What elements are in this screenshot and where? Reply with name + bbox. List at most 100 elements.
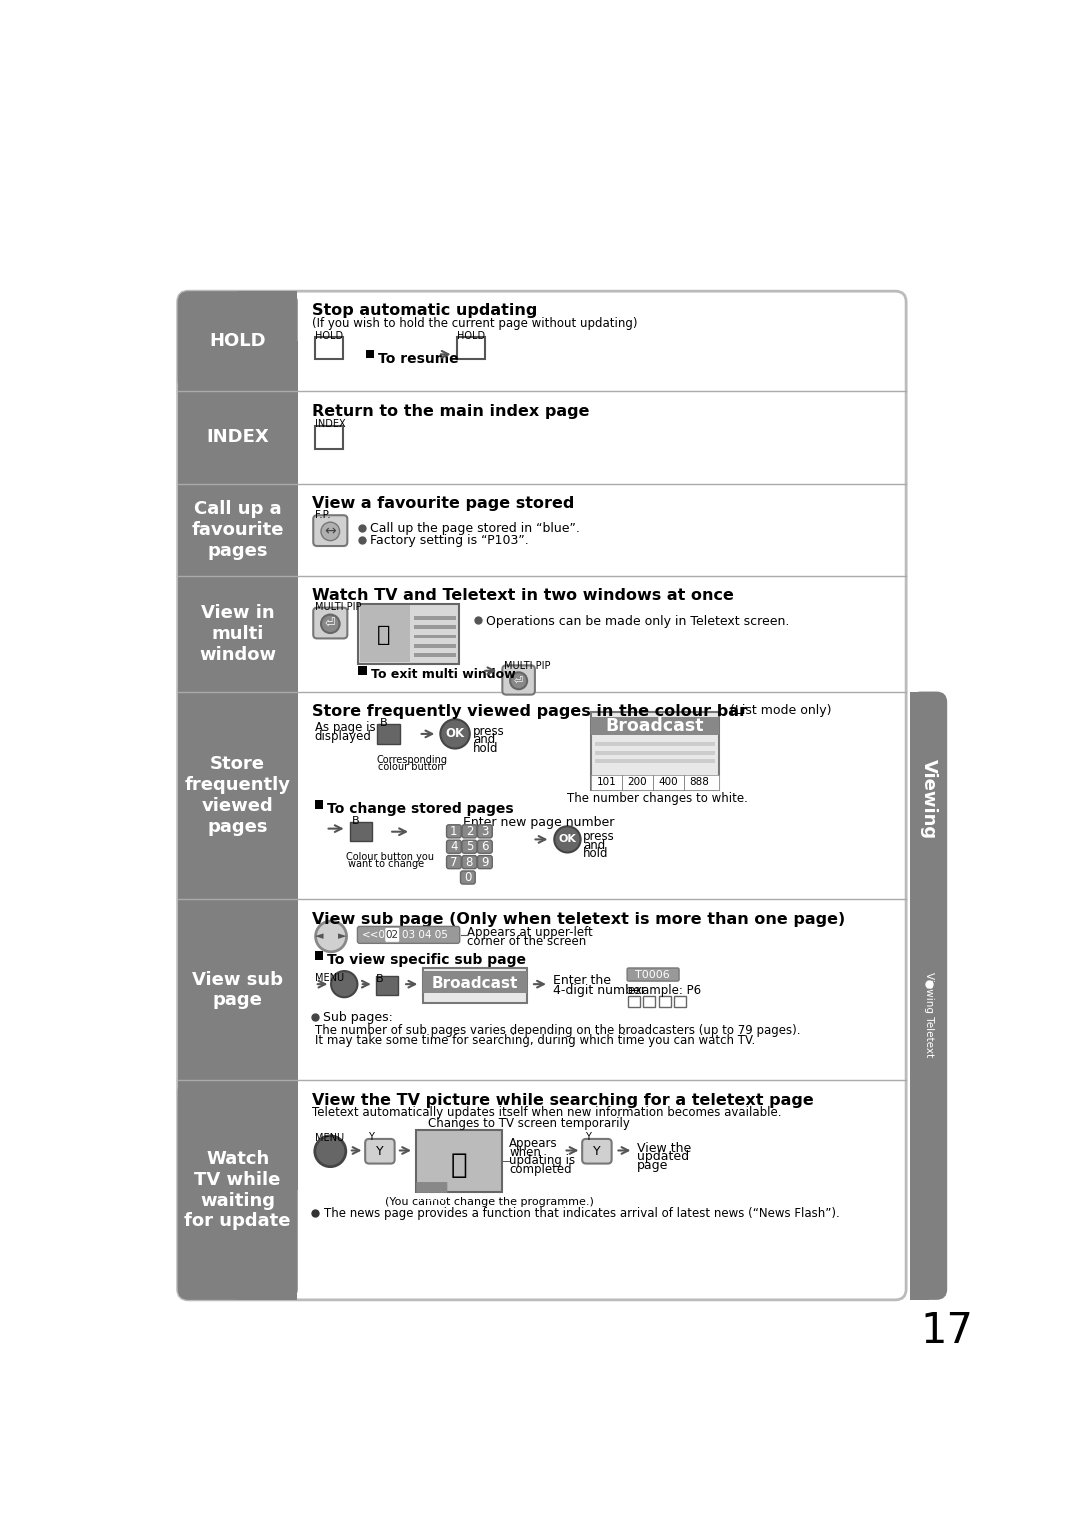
Circle shape [321,614,339,633]
Text: Teletext automatically updates itself when new information becomes available.: Teletext automatically updates itself wh… [312,1106,781,1118]
Text: ⏎: ⏎ [514,675,524,686]
Circle shape [314,1135,346,1167]
Text: press: press [473,724,504,738]
FancyBboxPatch shape [416,1183,447,1193]
Text: P108: P108 [419,1193,445,1203]
FancyBboxPatch shape [460,871,475,885]
Text: HOLD: HOLD [458,332,486,341]
Text: MULTI PIP: MULTI PIP [314,602,362,613]
Text: (If you wish to hold the current page without updating): (If you wish to hold the current page wi… [312,318,637,330]
Bar [591,776,718,790]
Bar [377,724,400,744]
Text: 888: 888 [689,778,710,787]
Text: 🧍: 🧍 [450,1151,468,1180]
Bar [314,950,323,960]
Text: Stop automatic updating: Stop automatic updating [312,304,537,318]
Bar [422,972,527,993]
Text: completed: completed [510,1163,572,1177]
FancyBboxPatch shape [313,515,348,545]
Text: Call up the page stored in “blue”.: Call up the page stored in “blue”. [369,523,580,535]
Text: Return to the main index page: Return to the main index page [312,403,590,419]
Bar [910,692,929,1300]
Text: OK: OK [558,834,577,845]
Text: T****: T**** [424,978,451,987]
Text: displayed: displayed [314,730,372,743]
Text: 9: 9 [482,856,488,868]
Bar [595,759,715,762]
Bar [458,338,485,359]
Circle shape [315,921,347,952]
Text: View sub
page: View sub page [192,970,283,1010]
Circle shape [441,720,470,749]
Bar [414,625,456,630]
Text: 2: 2 [465,825,473,837]
Text: Appears at upper-left: Appears at upper-left [467,926,593,938]
Text: 5: 5 [465,840,473,853]
Bar [177,576,298,692]
Bar [414,616,456,620]
Text: OK: OK [446,727,464,741]
Bar [674,996,686,1007]
Text: Corresponding: Corresponding [377,755,448,764]
Text: Viewing: Viewing [919,759,937,839]
FancyBboxPatch shape [582,1138,611,1163]
Text: INDEX: INDEX [314,419,346,429]
Text: Watch TV and Teletext in two windows at once: Watch TV and Teletext in two windows at … [312,588,733,604]
Text: F.P.: F.P. [314,510,330,520]
Text: To view specific sub page: To view specific sub page [327,953,526,967]
Text: 02: 02 [386,931,399,940]
Bar [314,426,342,449]
Text: hold: hold [583,847,608,860]
Text: Broadcast: Broadcast [432,976,518,990]
Bar [595,743,715,746]
Bar [595,750,715,755]
Text: ⏎: ⏎ [325,617,336,630]
Text: <<01: <<01 [362,931,393,940]
Text: when: when [510,1146,541,1158]
Text: example: P6: example: P6 [627,984,701,998]
Text: ►: ► [338,932,347,941]
Bar [177,692,298,900]
Text: To change stored pages: To change stored pages [327,802,514,816]
Text: updated: updated [637,1151,689,1163]
Text: HOLD: HOLD [210,332,266,350]
Text: MENU: MENU [314,1132,343,1143]
Text: P100: P100 [595,723,625,732]
Text: corner of the screen: corner of the screen [467,935,586,947]
Bar [414,643,456,648]
Text: View in
multi
window: View in multi window [199,604,276,663]
Text: B: B [376,975,383,984]
Text: Y: Y [585,1132,591,1141]
Text: To exit multi window: To exit multi window [370,668,515,681]
FancyBboxPatch shape [357,926,460,943]
Bar [314,801,323,808]
Text: INDEX: INDEX [206,428,269,446]
Text: 17: 17 [921,1309,974,1352]
Text: Store frequently viewed pages in the colour bar: Store frequently viewed pages in the col… [312,704,746,718]
Text: The number of sub pages varies depending on the broadcasters (up to 79 pages).: The number of sub pages varies depending… [314,1024,800,1038]
Text: Colour button you: Colour button you [346,851,434,862]
Text: It may take some time for searching, during which time you can watch TV.: It may take some time for searching, dur… [314,1034,755,1047]
FancyBboxPatch shape [365,1138,394,1163]
Bar [627,996,639,1007]
Bar [644,996,656,1007]
Text: View the: View the [637,1141,691,1155]
Bar [177,484,298,576]
Text: View a favourite page stored: View a favourite page stored [312,497,575,510]
Bar [591,712,718,790]
Text: HOLD: HOLD [314,332,343,341]
Text: press: press [583,830,615,843]
FancyBboxPatch shape [462,856,476,868]
Bar [177,341,298,391]
Bar [177,900,298,1080]
Text: To resume: To resume [378,351,458,367]
FancyBboxPatch shape [177,292,298,391]
Text: want to change: want to change [348,859,424,869]
Bar [360,605,410,662]
Circle shape [321,523,339,541]
Bar [416,1131,501,1192]
Text: 4-digit number: 4-digit number [553,984,646,998]
Text: MULTI PIP: MULTI PIP [504,660,551,671]
FancyBboxPatch shape [177,1080,298,1300]
FancyBboxPatch shape [446,856,461,868]
